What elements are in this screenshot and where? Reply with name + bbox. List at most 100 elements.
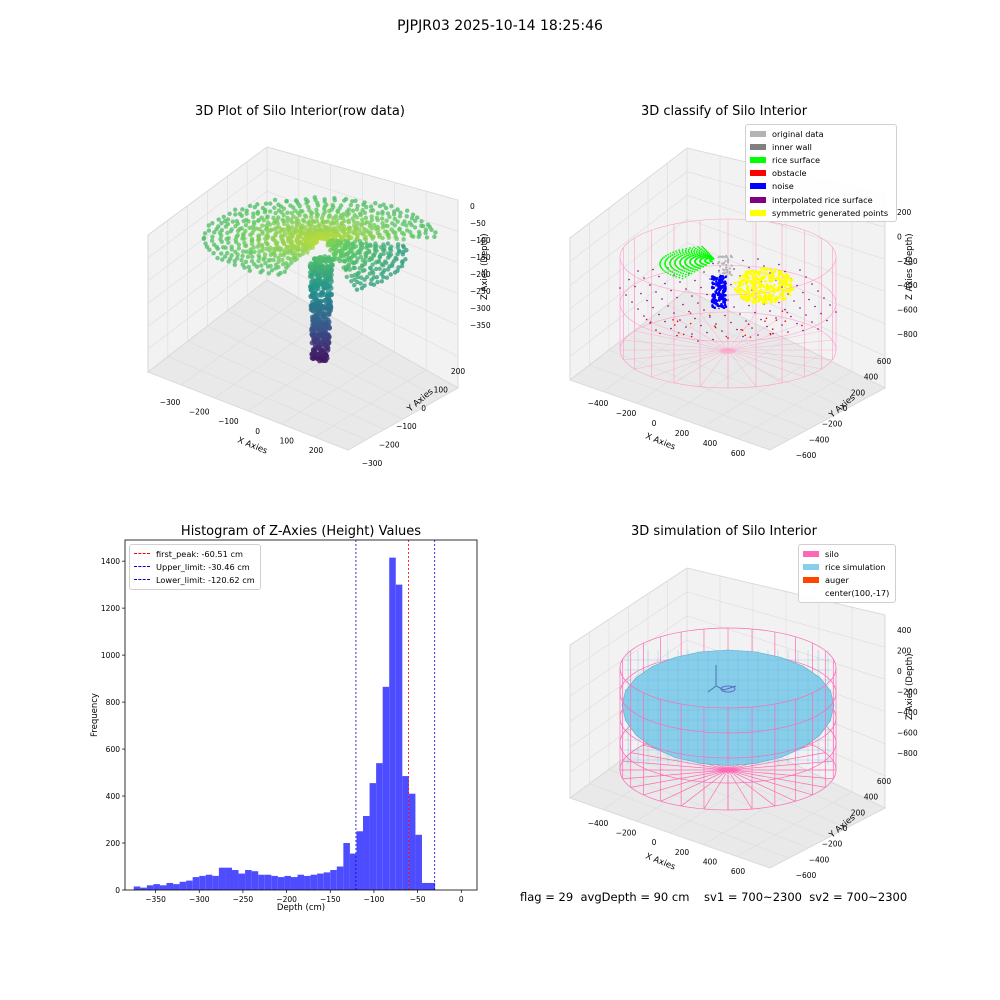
symmetric-point <box>770 277 774 280</box>
rice-surface-point <box>696 263 699 266</box>
raw-point <box>320 314 327 320</box>
raw-point <box>315 262 321 269</box>
panel1-z-tick-label: 0 <box>470 202 475 211</box>
symmetric-point <box>772 286 775 290</box>
rice-surface-point <box>689 260 691 263</box>
raw-point <box>314 240 320 245</box>
raw-point <box>315 324 321 331</box>
raw-point <box>328 225 334 231</box>
raw-point <box>305 235 311 240</box>
raw-point <box>255 209 261 215</box>
rice-surface-point <box>709 259 711 262</box>
rice-surface-point <box>684 249 687 252</box>
raw-point <box>260 231 265 236</box>
raw-point <box>352 226 358 232</box>
raw-point <box>309 340 315 346</box>
legend-item: symmetric generated points <box>750 206 892 219</box>
raw-point <box>345 239 351 244</box>
original-point <box>725 274 728 277</box>
raw-point <box>352 283 357 288</box>
rice-surface-point <box>672 256 675 259</box>
histogram-bar <box>173 884 180 890</box>
raw-point <box>320 219 325 225</box>
noise-point <box>722 280 726 284</box>
symmetric-point <box>759 294 762 298</box>
raw-point <box>300 248 305 253</box>
panel1-z-tick-label: −50 <box>470 219 486 228</box>
rice-surface-point <box>710 258 713 261</box>
raw-point <box>251 221 257 227</box>
interpolated-point <box>835 311 837 313</box>
raw-point <box>323 276 329 282</box>
rice-surface-point <box>704 260 706 262</box>
raw-point <box>223 245 228 250</box>
panel2-z-tick-label: −400 <box>897 281 918 290</box>
rice-surface-point <box>664 261 667 264</box>
raw-point <box>363 255 368 260</box>
raw-point <box>395 268 400 274</box>
raw-point <box>280 217 285 222</box>
obstacle-point <box>674 324 676 326</box>
raw-point <box>292 244 297 250</box>
rice-surface-point <box>680 258 682 261</box>
raw-point <box>310 290 316 297</box>
symmetric-point <box>760 267 764 270</box>
symmetric-point <box>789 278 793 281</box>
raw-point <box>331 227 336 232</box>
histogram-bar <box>363 816 370 890</box>
rice-surface-point <box>676 252 678 254</box>
interpolated-point <box>688 310 690 313</box>
raw-point <box>341 234 346 240</box>
panel4-zlabel: Z Axies (Depth) <box>905 653 915 720</box>
rice-surface-point <box>695 251 698 254</box>
raw-point <box>317 280 323 286</box>
raw-point <box>310 332 316 338</box>
raw-point <box>313 320 319 326</box>
symmetric-point <box>749 279 752 283</box>
raw-point <box>311 256 317 262</box>
noise-point <box>723 281 727 285</box>
raw-point <box>376 258 382 264</box>
rice-surface-point <box>699 261 702 264</box>
rice-surface-point <box>701 257 704 260</box>
raw-point <box>239 226 244 231</box>
raw-point <box>314 298 320 304</box>
raw-point <box>309 233 314 239</box>
interpolated-point <box>646 299 648 302</box>
raw-point <box>330 240 335 246</box>
symmetric-point <box>769 279 772 283</box>
raw-point <box>321 285 327 291</box>
original-point <box>726 269 729 272</box>
raw-point <box>361 202 366 207</box>
interpolated-point <box>694 279 696 282</box>
histogram-bar <box>284 875 291 890</box>
raw-point <box>242 265 247 270</box>
raw-point <box>318 230 323 236</box>
panel1-x-tick-label: −100 <box>218 417 239 426</box>
raw-point <box>373 200 378 206</box>
noise-point <box>723 280 727 284</box>
rice-surface-point <box>700 257 703 260</box>
rice-surface-point <box>711 258 714 260</box>
raw-point <box>304 238 309 244</box>
symmetric-point <box>775 277 778 281</box>
raw-point <box>307 273 314 280</box>
raw-point <box>247 203 253 209</box>
raw-point <box>345 251 350 256</box>
panel4-x-tick-label: 0 <box>652 838 657 847</box>
raw-point <box>326 214 332 220</box>
noise-point <box>710 277 714 281</box>
raw-point <box>326 334 332 341</box>
raw-point <box>320 331 326 338</box>
raw-point <box>255 218 261 224</box>
raw-point <box>370 208 376 213</box>
raw-point <box>263 261 268 266</box>
symmetric-point <box>757 271 760 275</box>
raw-point <box>287 234 292 240</box>
interpolated-point <box>667 305 669 307</box>
symmetric-point <box>772 274 775 277</box>
obstacle-point <box>659 332 661 335</box>
noise-point <box>719 297 723 300</box>
rice-surface-point <box>694 247 697 250</box>
raw-point <box>391 258 397 264</box>
